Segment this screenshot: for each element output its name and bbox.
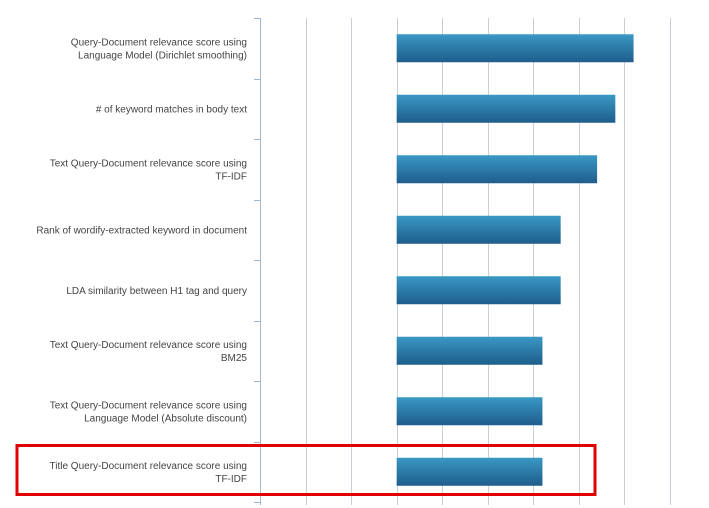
category-label: BM25 [221,353,248,364]
bar [396,94,616,123]
bars [396,34,634,486]
category-label: Title Query-Document relevance score usi… [50,461,248,472]
highlight-box [15,444,597,496]
category-label: # of keyword matches in body text [96,104,247,115]
category-label: Text Query-Document relevance score usin… [50,340,247,351]
category-label: Language Model (Dirichlet smoothing) [78,50,247,61]
category-label: Text Query-Document relevance score usin… [50,400,247,411]
bar [396,336,543,365]
category-label: TF-IDF [215,474,247,485]
category-label: Rank of wordify-extracted keyword in doc… [36,225,247,236]
bar [396,215,561,244]
category-axis [254,18,261,505]
category-label: Query-Document relevance score using [71,37,247,48]
bar [396,397,543,426]
category-labels: Query-Document relevance score using Lang… [36,37,247,485]
category-label: LDA similarity between H1 tag and query [66,286,247,297]
category-label: Text Query-Document relevance score usin… [50,158,247,169]
highlight-annotation [15,444,597,496]
bar [396,276,561,305]
grid-lines [306,18,671,505]
category-label: Language Model (Absolute discount) [84,413,247,424]
bar [396,34,634,63]
bar [396,155,598,184]
bar [396,457,543,486]
category-label: TF-IDF [215,171,247,182]
